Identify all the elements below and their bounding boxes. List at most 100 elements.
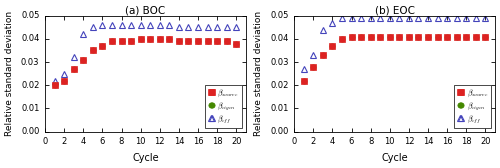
$\beta_{eff}$ [118,24,124,26]
$\beta_{eff}$ [454,17,460,19]
$\beta_{eff}$ [186,26,192,28]
$\beta_{source}$ [52,84,58,86]
$\beta_{eigen}$ [109,40,115,42]
$\beta_{eff}$ [310,54,316,56]
Line: $\beta_{eigen}$: $\beta_{eigen}$ [301,34,488,83]
$\beta_{eff}$ [358,17,364,19]
$\beta_{eff}$ [396,17,402,19]
$\beta_{eigen}$ [482,36,488,38]
$\beta_{eigen}$ [454,36,460,38]
$\beta_{source}$ [339,38,345,40]
$\beta_{eigen}$ [368,36,374,38]
$\beta_{source}$ [348,36,354,38]
$\beta_{eff}$ [214,26,220,28]
$\beta_{source}$ [434,36,440,38]
$\beta_{eigen}$ [300,80,306,82]
Line: $\beta_{eff}$: $\beta_{eff}$ [52,22,240,84]
$\beta_{eigen}$ [320,54,326,56]
$\beta_{eff}$ [339,17,345,19]
$\beta_{eigen}$ [195,40,201,42]
$\beta_{source}$ [300,80,306,82]
$\beta_{source}$ [234,43,239,45]
$\beta_{eigen}$ [176,40,182,42]
$\beta_{source}$ [109,40,115,42]
$\beta_{eigen}$ [118,40,124,42]
$\beta_{eff}$ [406,17,412,19]
$\beta_{source}$ [416,36,422,38]
$\beta_{eff}$ [444,17,450,19]
$\beta_{eff}$ [300,68,306,70]
$\beta_{eigen}$ [464,36,469,38]
$\beta_{source}$ [166,38,172,40]
Y-axis label: Relative standard deviation: Relative standard deviation [5,11,14,136]
$\beta_{eff}$ [330,22,336,24]
$\beta_{source}$ [368,36,374,38]
$\beta_{eigen}$ [52,84,58,86]
Line: $\beta_{source}$: $\beta_{source}$ [301,34,488,83]
$\beta_{source}$ [186,40,192,42]
Line: $\beta_{eigen}$: $\beta_{eigen}$ [52,36,239,88]
$\beta_{source}$ [90,50,96,52]
Line: $\beta_{eff}$: $\beta_{eff}$ [300,15,488,72]
$\beta_{eff}$ [176,26,182,28]
$\beta_{eff}$ [464,17,469,19]
$\beta_{eigen}$ [80,59,86,61]
$\beta_{source}$ [444,36,450,38]
$\beta_{eigen}$ [166,38,172,40]
$\beta_{eff}$ [482,17,488,19]
$\beta_{eff}$ [434,17,440,19]
$\beta_{eigen}$ [425,36,431,38]
$\beta_{eigen}$ [434,36,440,38]
$\beta_{source}$ [80,59,86,61]
$\beta_{eigen}$ [61,80,67,82]
$\beta_{eigen}$ [348,36,354,38]
$\beta_{eff}$ [416,17,422,19]
Legend: $\beta_{source}$, $\beta_{eigen}$, $\beta_{eff}$: $\beta_{source}$, $\beta_{eigen}$, $\bet… [205,85,242,128]
$\beta_{source}$ [482,36,488,38]
$\beta_{source}$ [61,80,67,82]
$\beta_{eigen}$ [358,36,364,38]
$\beta_{eigen}$ [70,68,76,70]
$\beta_{source}$ [387,36,393,38]
$\beta_{source}$ [377,36,383,38]
$\beta_{eff}$ [138,24,143,26]
$\beta_{source}$ [454,36,460,38]
$\beta_{eff}$ [425,17,431,19]
$\beta_{source}$ [406,36,412,38]
$\beta_{eff}$ [195,26,201,28]
$\beta_{eff}$ [368,17,374,19]
$\beta_{source}$ [138,38,143,40]
X-axis label: Cycle: Cycle [132,153,158,163]
$\beta_{eigen}$ [396,36,402,38]
$\beta_{eigen}$ [387,36,393,38]
$\beta_{eigen}$ [234,43,239,45]
$\beta_{eff}$ [377,17,383,19]
$\beta_{eff}$ [157,24,163,26]
$\beta_{eff}$ [128,24,134,26]
$\beta_{eigen}$ [147,38,153,40]
$\beta_{eigen}$ [310,66,316,68]
$\beta_{source}$ [214,40,220,42]
$\beta_{source}$ [310,66,316,68]
$\beta_{source}$ [100,45,105,47]
$\beta_{eff}$ [52,80,58,82]
$\beta_{source}$ [176,40,182,42]
$\beta_{eff}$ [147,24,153,26]
$\beta_{source}$ [425,36,431,38]
$\beta_{source}$ [128,40,134,42]
$\beta_{source}$ [330,45,336,47]
$\beta_{eff}$ [224,26,230,28]
$\beta_{source}$ [224,40,230,42]
$\beta_{eff}$ [70,56,76,58]
$\beta_{source}$ [204,40,210,42]
Title: (a) BOC: (a) BOC [126,5,166,15]
$\beta_{eigen}$ [416,36,422,38]
$\beta_{eff}$ [204,26,210,28]
$\beta_{eff}$ [109,24,115,26]
$\beta_{eigen}$ [128,40,134,42]
$\beta_{eigen}$ [224,40,230,42]
$\beta_{eigen}$ [339,38,345,40]
$\beta_{eigen}$ [186,40,192,42]
$\beta_{eff}$ [80,33,86,35]
$\beta_{eigen}$ [100,45,105,47]
